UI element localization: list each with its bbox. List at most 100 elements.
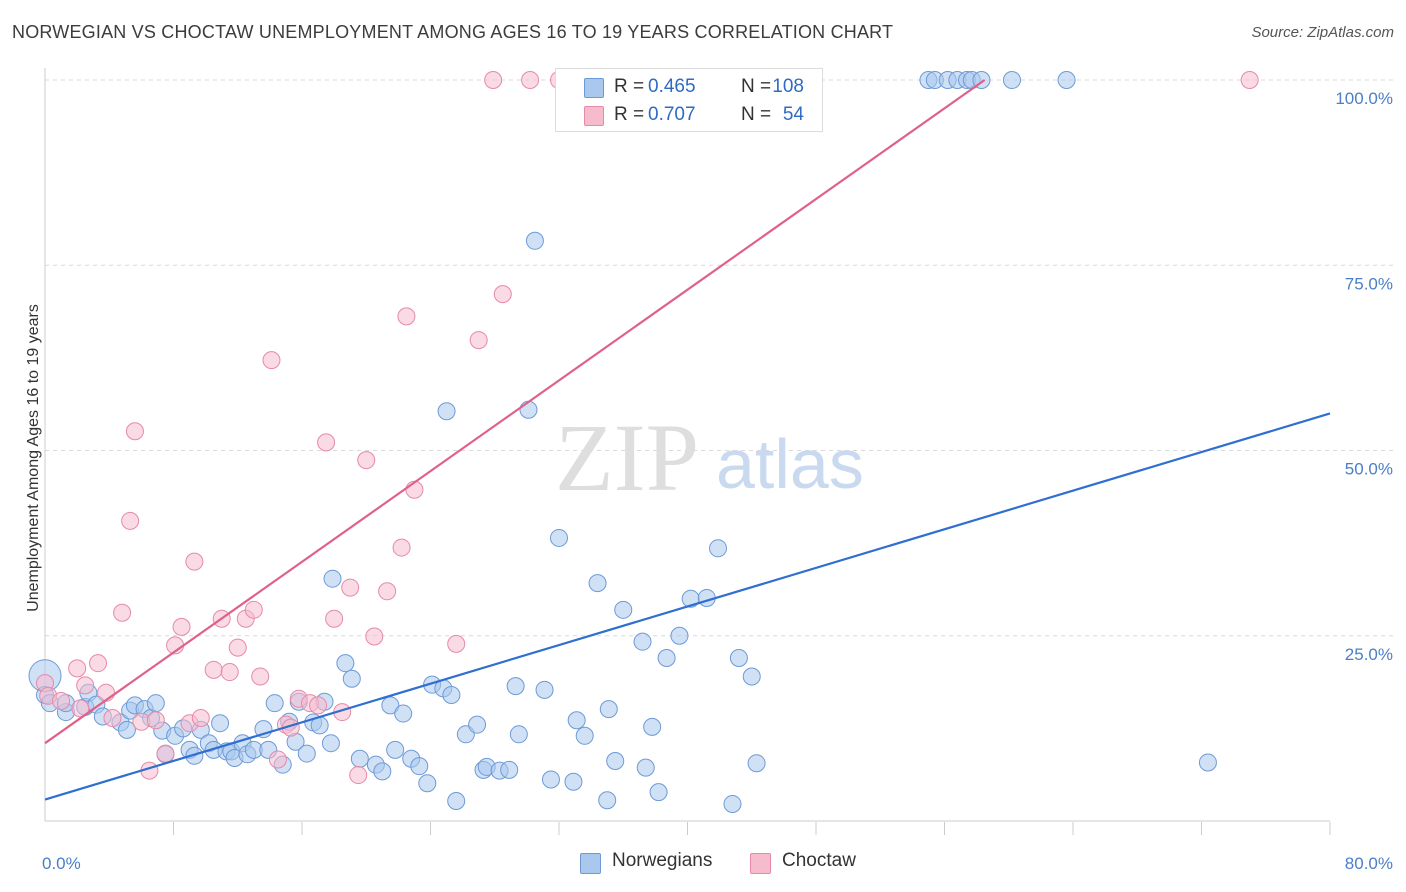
data-point [1057, 71, 1076, 89]
data-point [525, 231, 544, 250]
data-point [606, 751, 625, 770]
legend-n-label: N = [741, 104, 772, 125]
data-point [321, 734, 340, 753]
data-point [709, 539, 728, 558]
data-point [121, 511, 140, 530]
data-point [52, 691, 71, 710]
data-point [220, 663, 239, 682]
data-point [469, 331, 488, 350]
data-point [509, 725, 528, 744]
data-point [636, 758, 655, 777]
data-point [146, 711, 165, 730]
legend-swatch-blue [584, 78, 604, 98]
data-point [643, 717, 662, 736]
legend-row-choctaw: R = 0.707 N = 54 [556, 101, 822, 129]
data-point [564, 772, 583, 791]
data-point [251, 667, 270, 686]
data-point [418, 774, 437, 793]
watermark: ZIP atlas [555, 404, 864, 511]
data-point [117, 720, 136, 739]
data-point [185, 552, 204, 571]
watermark-zip: ZIP [555, 404, 699, 511]
data-point [447, 634, 466, 653]
data-point [723, 794, 742, 813]
data-point [325, 609, 344, 628]
data-point [575, 726, 594, 745]
data-point [484, 71, 503, 89]
data-point [742, 667, 761, 686]
data-point [1198, 753, 1217, 772]
data-point [349, 766, 368, 785]
legend-label-norwegians: Norwegians [612, 850, 713, 871]
data-point [125, 422, 144, 441]
data-point [113, 603, 132, 622]
data-point [146, 694, 165, 713]
data-point [747, 754, 766, 773]
data-point [68, 659, 87, 678]
data-point [297, 744, 316, 763]
tick-labels: 100.0% 75.0% 50.0% 25.0% 0.0% 80.0% [42, 89, 1393, 873]
data-point [76, 676, 95, 695]
legend-r-label: R = [614, 76, 645, 97]
data-point [71, 699, 90, 718]
data-point [185, 746, 204, 765]
legend-n-value: 54 [782, 104, 804, 125]
data-point [493, 285, 512, 304]
trendline-choctaw [44, 79, 986, 745]
data-point [588, 574, 607, 593]
data-point [392, 538, 411, 557]
data-point [89, 654, 108, 673]
legend-n-label: N = [741, 76, 772, 97]
data-point [341, 578, 360, 597]
data-point [309, 696, 328, 715]
data-point [397, 307, 416, 326]
data-point [1240, 71, 1259, 89]
data-point [244, 600, 263, 619]
data-point [670, 626, 689, 645]
y-tick-label: 25.0% [1345, 645, 1393, 664]
data-point [373, 762, 392, 781]
y-axis-label: Unemployment Among Ages 16 to 19 years [25, 304, 42, 612]
data-point [535, 680, 554, 699]
data-point [729, 648, 748, 667]
data-point [97, 683, 116, 702]
source-label: Source: ZipAtlas.com [1251, 24, 1394, 41]
data-point [410, 757, 429, 776]
data-point [567, 711, 586, 730]
data-point [323, 569, 342, 588]
trend-lines [44, 79, 1331, 801]
data-point [156, 744, 175, 763]
data-point [103, 709, 122, 728]
data-point [191, 709, 210, 728]
data-point [342, 669, 361, 688]
data-point [378, 582, 397, 601]
data-point [268, 750, 287, 769]
data-point [649, 783, 668, 802]
data-point [262, 351, 281, 370]
legend-r-label: R = [614, 104, 645, 125]
trendline-norwegians [44, 412, 1331, 801]
legend-swatch-pink [750, 853, 771, 874]
data-point [519, 400, 538, 419]
data-point [468, 715, 487, 734]
data-point [521, 71, 540, 89]
data-point [541, 770, 560, 789]
data-point [336, 654, 355, 673]
legend-swatch-blue [580, 853, 601, 874]
y-tick-label: 50.0% [1345, 460, 1393, 479]
watermark-atlas: atlas [716, 425, 864, 503]
legend-swatch-pink [584, 106, 604, 126]
data-point [599, 700, 618, 719]
legend-r-value: 0.465 [648, 76, 696, 97]
data-point [265, 694, 284, 713]
data-point [447, 791, 466, 810]
x-tick-label: 0.0% [42, 854, 81, 873]
legend-label-choctaw: Choctaw [782, 850, 856, 871]
stats-legend: R = 0.465 N = 108 R = 0.707 N = 54 [555, 68, 823, 132]
legend-r-value: 0.707 [648, 104, 696, 125]
data-point [317, 433, 336, 452]
data-point [172, 617, 191, 636]
data-point [204, 660, 223, 679]
data-point [357, 451, 376, 470]
